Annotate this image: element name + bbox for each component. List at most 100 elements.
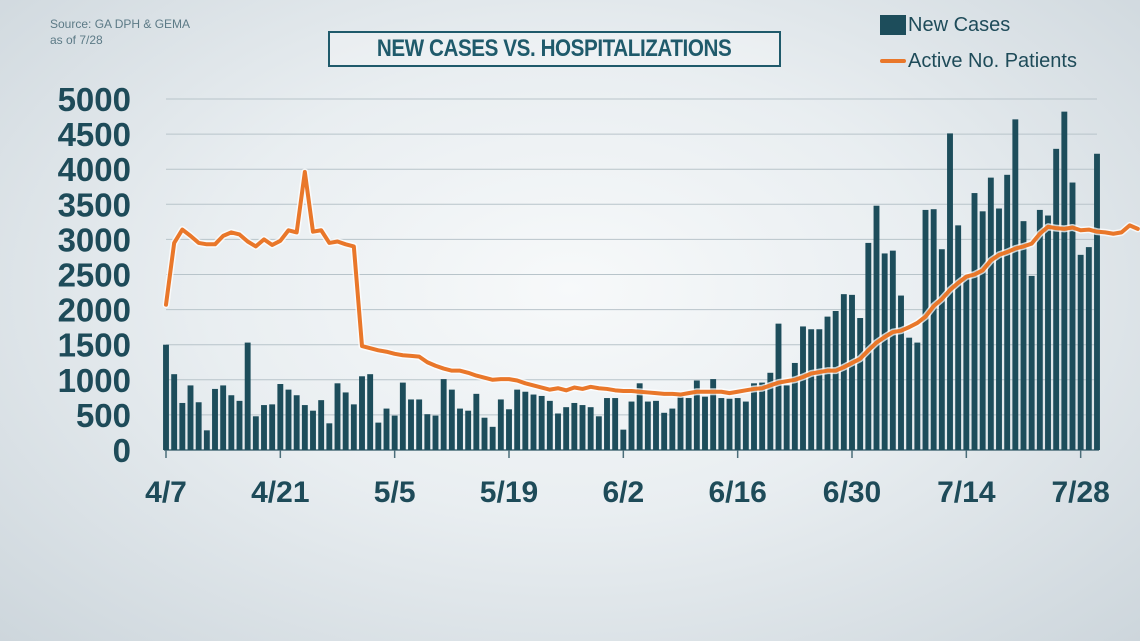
bar (906, 337, 913, 450)
bar (1085, 247, 1092, 450)
bar (979, 211, 986, 450)
legend-bar-swatch (880, 15, 906, 35)
bar (440, 379, 447, 450)
bar (375, 422, 382, 450)
bar (416, 399, 423, 450)
x-tick-label: 5/5 (374, 476, 416, 509)
bar (571, 402, 578, 450)
bar (252, 416, 259, 450)
legend-label-active-patients: Active No. Patients (908, 49, 1077, 72)
bar (546, 400, 553, 450)
bar (661, 412, 668, 450)
x-tick-label: 7/28 (1051, 476, 1109, 509)
bar (293, 395, 300, 450)
bar (538, 395, 545, 450)
y-tick-label: 500 (76, 397, 131, 434)
bar (179, 402, 186, 450)
bar (195, 402, 202, 450)
bar (873, 205, 880, 450)
bar (718, 398, 725, 450)
chart-title: NEW CASES VS. HOSPITALIZATIONS (377, 35, 732, 62)
source-line-2: as of 7/28 (50, 33, 103, 47)
bar (489, 426, 496, 450)
bar (783, 385, 790, 450)
bar (424, 414, 431, 450)
bar (987, 177, 994, 450)
bar (1045, 215, 1051, 450)
bar (824, 316, 831, 450)
x-tick-label: 4/7 (145, 476, 187, 509)
bar (171, 374, 178, 450)
bar (726, 398, 733, 450)
bar (685, 398, 692, 450)
bar (448, 389, 455, 450)
bar (751, 383, 757, 450)
bar (889, 250, 896, 450)
bar (530, 394, 537, 450)
bar (816, 329, 823, 450)
bar (1094, 153, 1100, 451)
bar (742, 401, 749, 450)
x-tick-label: 6/2 (602, 476, 644, 509)
bar (408, 399, 414, 450)
chart-title-box: NEW CASES VS. HOSPITALIZATIONS (328, 31, 781, 67)
bar (644, 401, 651, 450)
bar (187, 385, 194, 450)
bar (1077, 254, 1084, 450)
bar (702, 396, 708, 450)
bar (383, 408, 390, 450)
bar (791, 362, 798, 450)
bar (587, 407, 594, 450)
bar (391, 415, 398, 450)
y-tick-label: 4500 (58, 116, 131, 153)
bar (563, 407, 570, 450)
y-tick-label: 1000 (58, 362, 131, 399)
bar (840, 294, 847, 450)
bar (669, 408, 676, 450)
source-note: Source: GA DPH & GEMA as of 7/28 (50, 16, 190, 48)
y-tick-label: 3000 (58, 221, 131, 258)
y-tick-label: 2000 (58, 292, 131, 329)
bar (301, 405, 308, 450)
bar (506, 409, 512, 450)
bar (473, 393, 480, 450)
bar (767, 372, 774, 450)
bar (734, 398, 741, 450)
legend-line-swatch (880, 59, 906, 63)
bar (261, 405, 267, 450)
bar (522, 391, 529, 450)
bar (285, 389, 292, 450)
bar (310, 410, 316, 450)
bar (212, 388, 218, 450)
bar (677, 396, 684, 450)
bar (1004, 174, 1011, 451)
y-tick-label: 0 (113, 432, 131, 469)
bar (350, 404, 357, 450)
bar (628, 401, 635, 450)
bar (326, 423, 333, 450)
x-tick-label: 4/21 (251, 476, 309, 509)
bar (898, 295, 904, 450)
bar (808, 329, 815, 450)
bar (367, 374, 374, 450)
bar (497, 399, 504, 450)
bar (832, 311, 839, 450)
bar (881, 253, 888, 450)
series-line-active-patients (164, 170, 1140, 397)
bar (277, 384, 284, 450)
bar (342, 392, 349, 450)
bar (1069, 182, 1076, 450)
legend-label-new-cases: New Cases (908, 13, 1011, 36)
x-tick-label: 5/19 (480, 476, 538, 509)
bar (318, 400, 325, 450)
bar (693, 380, 700, 450)
y-tick-label: 1500 (58, 327, 131, 364)
bar (236, 400, 243, 450)
bar (1028, 275, 1035, 450)
bar (636, 383, 643, 450)
bar (996, 208, 1002, 450)
bar (555, 413, 561, 450)
bar (595, 416, 602, 450)
